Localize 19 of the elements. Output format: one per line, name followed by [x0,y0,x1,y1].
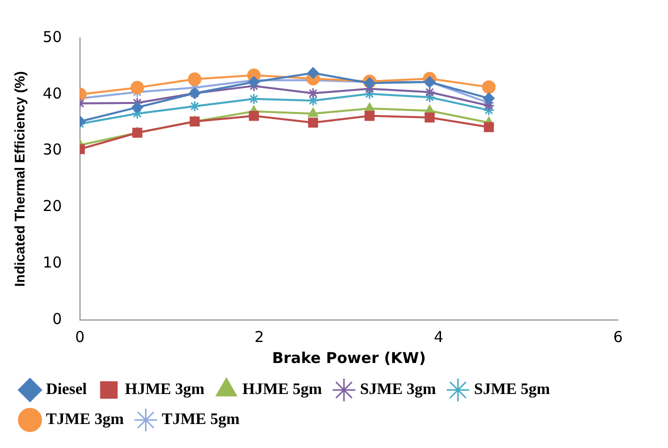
y-tick-label: 50 [42,28,62,46]
x-tick-label: 2 [254,328,264,346]
x-tick-label: 4 [434,328,444,346]
y-tick-label: 0 [52,310,62,328]
x-axis-title: Brake Power (KW) [272,348,426,367]
y-tick-label: 10 [42,253,62,272]
legend-label: HJME 3gm [124,381,206,398]
legend-label: Diesel [46,381,88,398]
y-tick-label: 30 [42,140,62,159]
legend-label: TJME 3gm [46,411,124,428]
y-tick-label: 40 [42,84,62,102]
y-axis-title: Indicated Thermal Efficiency (%) [11,71,28,287]
legend-label: SJME 3gm [360,381,437,398]
legend-label: SJME 5gm [474,381,551,398]
legend-label: HJME 5gm [242,381,323,398]
legend-label: TJME 5gm [162,411,240,428]
y-tick-label: 20 [42,197,62,216]
x-tick-label: 0 [75,328,85,346]
x-tick-label: 6 [613,328,623,346]
